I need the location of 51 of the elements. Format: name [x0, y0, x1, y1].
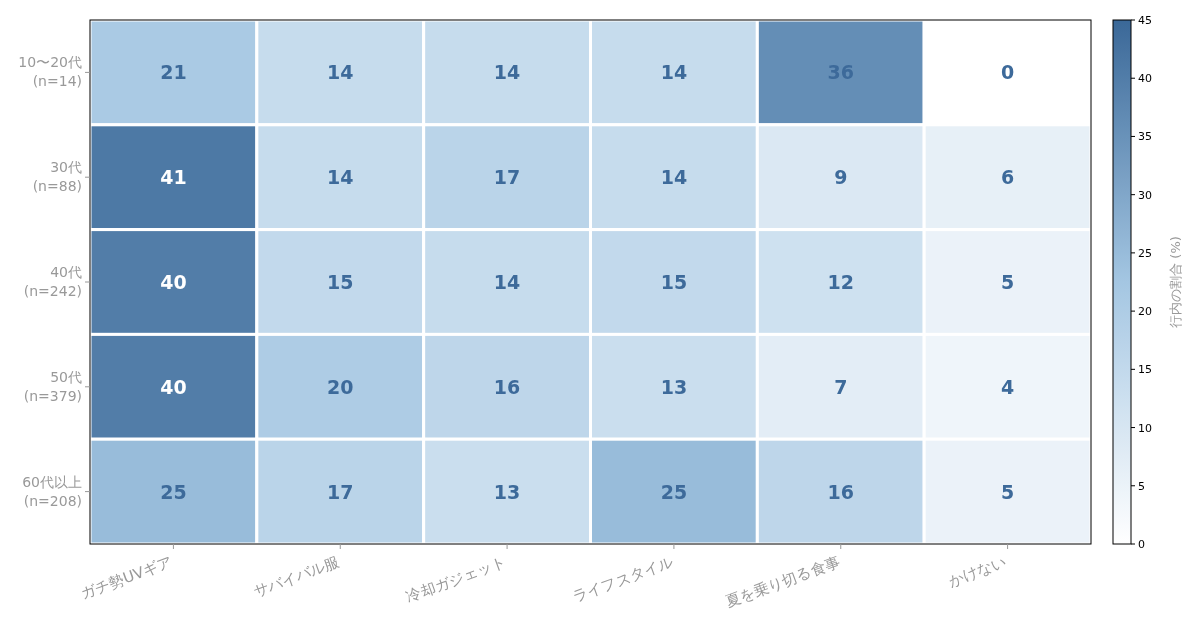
- data-label: 7: [834, 375, 848, 398]
- data-label: 40: [160, 375, 187, 398]
- data-label: 14: [660, 166, 688, 189]
- data-label: 15: [327, 271, 354, 293]
- data-label: 9: [834, 166, 848, 189]
- x-tick-label: ライフスタイル: [570, 552, 676, 606]
- x-tick-label: サバイバル服: [250, 552, 342, 601]
- data-label: 13: [493, 480, 521, 503]
- data-label: 0: [1000, 61, 1015, 84]
- color-bar-label: 25: [1138, 246, 1152, 260]
- data-label: 16: [493, 375, 521, 398]
- y-tick-label: 40代 (n=242): [23, 264, 82, 299]
- data-label: 4: [1000, 375, 1015, 398]
- data-label: 12: [827, 271, 854, 293]
- x-tick-label: 冷却ガジェット: [403, 552, 509, 606]
- data-label: 6: [1000, 166, 1015, 189]
- data-label: 21: [160, 61, 187, 84]
- x-tick-label: 夏を乗り切る食事: [723, 552, 843, 611]
- data-label: 40: [160, 271, 187, 293]
- y-tick-label: 30代 (n=88): [32, 159, 82, 195]
- color-bar-label: 10: [1138, 421, 1152, 435]
- data-label: 14: [327, 166, 354, 189]
- data-label: 5: [1000, 271, 1015, 293]
- data-label: 14: [493, 271, 521, 293]
- data-label: 41: [160, 166, 187, 189]
- data-label: 15: [660, 271, 688, 293]
- data-label: 17: [327, 480, 354, 503]
- data-label: 14: [493, 61, 521, 84]
- y-tick-label: 50代 (n=379): [23, 368, 82, 404]
- color-bar-label: 20: [1138, 305, 1152, 319]
- color-bar-label: 45: [1138, 14, 1152, 27]
- color-bar-label: 0: [1138, 538, 1145, 551]
- y-tick-label: 10〜20代 (n=14): [18, 54, 82, 90]
- y-tick-label: 60代以上 (n=208): [22, 473, 82, 509]
- color-bar-label: 35: [1138, 130, 1152, 144]
- data-label: 25: [660, 480, 688, 503]
- data-label: 16: [827, 480, 854, 503]
- data-label: 14: [327, 61, 354, 84]
- data-label: 5: [1000, 480, 1015, 503]
- data-label: 17: [493, 166, 521, 189]
- color-bar-label: 30: [1138, 188, 1152, 202]
- data-label: 14: [660, 61, 688, 84]
- color-bar-label: 5: [1138, 479, 1145, 493]
- x-tick-label: ガチ勢UVギア: [78, 552, 175, 603]
- color-bar-label: 15: [1138, 363, 1152, 377]
- data-label: 25: [160, 480, 187, 503]
- data-label: 13: [660, 375, 688, 398]
- color-bar-label: 40: [1138, 72, 1152, 86]
- data-label: 20: [327, 375, 354, 398]
- x-tick-label: かけない: [946, 552, 1009, 591]
- color-bar-title: 行内の割合 (%): [1168, 236, 1183, 328]
